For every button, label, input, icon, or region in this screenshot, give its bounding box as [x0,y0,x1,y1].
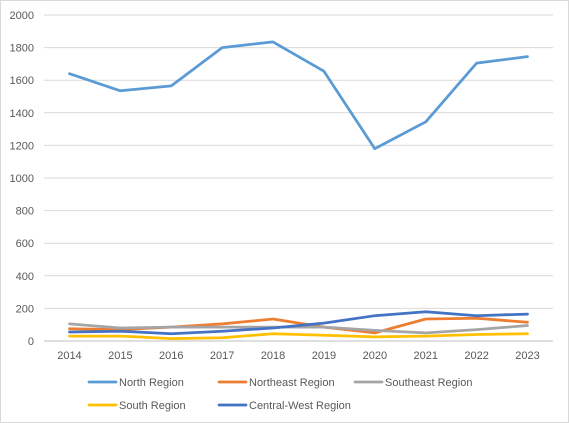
legend-label: Northeast Region [249,377,335,389]
x-tick-label: 2021 [414,350,438,362]
y-tick-label: 1600 [10,75,34,87]
x-tick-label: 2019 [312,350,336,362]
y-tick-label: 1000 [10,173,34,185]
y-tick-label: 2000 [10,10,34,22]
x-tick-label: 2016 [159,350,183,362]
x-tick-label: 2017 [210,350,234,362]
y-tick-label: 200 [16,303,34,315]
y-tick-label: 800 [16,206,34,218]
y-tick-label: 1200 [10,140,34,152]
series-line-southeast-region [68,322,529,335]
legend-item-north-region: North Region [87,377,184,389]
series-line-north-region [68,40,529,151]
y-axis-ticks: 0 200 400 600 800 1000 1200 1400 1600 1800 2000 [10,10,34,348]
series-line-south-region [68,332,529,340]
series-line-central-west-region [68,310,529,336]
legend-label: Southeast Region [385,377,472,389]
legend-label: North Region [119,377,184,389]
legend: North Region Northeast Region Southeast Re… [87,377,472,412]
y-tick-label: 1400 [10,108,34,120]
legend-label: South Region [119,400,186,412]
x-tick-label: 2014 [57,350,81,362]
x-tick-label: 2022 [464,350,488,362]
y-tick-label: 0 [28,336,34,348]
legend-item-southeast-region: Southeast Region [353,377,472,389]
legend-label: Central-West Region [249,400,351,412]
y-tick-label: 400 [16,271,34,283]
x-tick-label: 2020 [363,350,387,362]
legend-item-northeast-region: Northeast Region [217,377,335,389]
legend-item-south-region: South Region [87,400,186,412]
x-tick-label: 2018 [261,350,285,362]
legend-item-central-west-region: Central-West Region [217,400,351,412]
gridlines [44,14,553,342]
y-tick-label: 1800 [10,43,34,55]
series-lines [68,40,529,340]
x-axis-ticks: 2014 2015 2016 2017 2018 2019 2020 2021 2022 2023 [57,350,540,362]
x-tick-label: 2015 [108,350,132,362]
x-tick-label: 2023 [515,350,539,362]
y-tick-label: 600 [16,238,34,250]
